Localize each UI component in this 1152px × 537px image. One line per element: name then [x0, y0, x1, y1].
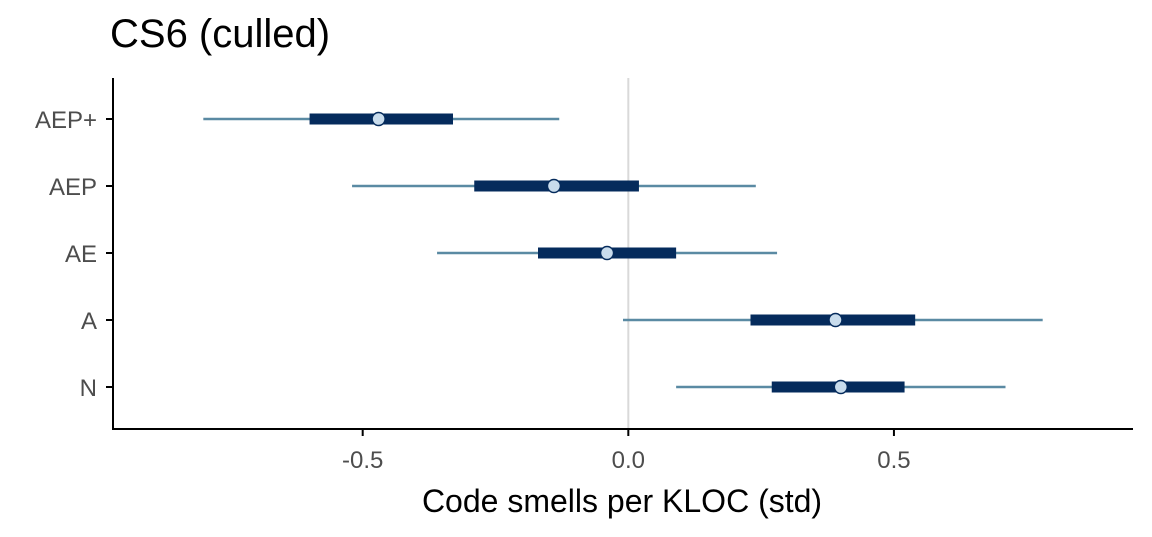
y-tick-label: A — [81, 308, 97, 335]
estimate-row — [437, 245, 778, 261]
median-point — [833, 379, 849, 395]
estimate-row — [352, 178, 756, 194]
estimate-row — [203, 111, 560, 127]
estimate-row — [676, 379, 1006, 395]
median-point — [371, 111, 386, 127]
x-tick-label: 0.0 — [612, 447, 645, 474]
x-axis-title: Code smells per KLOC (std) — [422, 483, 822, 519]
y-tick-label: AE — [65, 241, 97, 268]
median-point — [828, 312, 843, 328]
x-tick-label: 0.5 — [877, 447, 910, 474]
median-point — [599, 245, 615, 261]
y-tick-label: AEP+ — [35, 107, 97, 134]
median-point — [546, 178, 562, 194]
x-tick-label: -0.5 — [342, 447, 383, 474]
y-tick-label: AEP — [49, 174, 97, 201]
estimate-row — [623, 312, 1043, 328]
chart-title: CS6 (culled) — [110, 12, 331, 56]
y-tick-label: N — [80, 375, 97, 402]
